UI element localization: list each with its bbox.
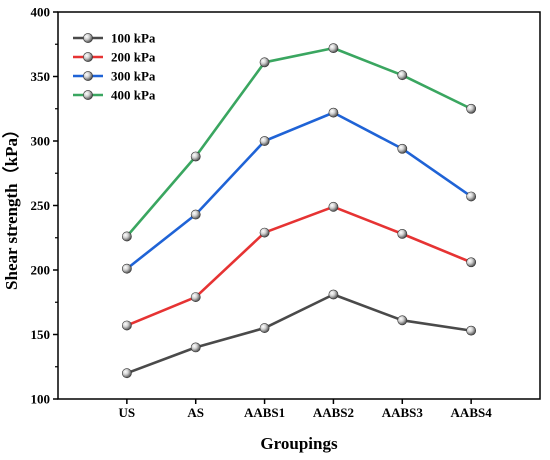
- data-point: [328, 43, 339, 54]
- series-400-kpa: [121, 43, 477, 242]
- legend-label: 200 kPa: [111, 50, 156, 65]
- data-point: [190, 292, 201, 302]
- x-axis-title: Groupings: [260, 434, 338, 453]
- series-line: [126, 293, 472, 375]
- data-point: [121, 231, 132, 242]
- series-100-kpa: [121, 289, 477, 379]
- x-tick-label: AS: [187, 405, 204, 420]
- y-tick-label: 200: [31, 263, 51, 278]
- y-tick-label: 150: [31, 327, 51, 342]
- data-point: [397, 143, 408, 154]
- y-tick-label: 100: [31, 392, 51, 407]
- data-point: [466, 103, 477, 114]
- data-point: [259, 136, 270, 146]
- data-point: [190, 151, 201, 162]
- data-point: [259, 323, 270, 333]
- y-tick-label: 350: [31, 69, 51, 84]
- data-point: [397, 228, 408, 239]
- x-tick-label: AABS2: [313, 405, 354, 420]
- series-line: [125, 46, 472, 238]
- legend-item: 400 kPa: [73, 88, 156, 103]
- data-point: [121, 263, 132, 274]
- legend-swatch-marker: [83, 33, 93, 43]
- data-point: [466, 191, 477, 202]
- y-tick-label: 250: [31, 198, 51, 213]
- legend-swatch-marker: [83, 52, 93, 62]
- data-point: [328, 201, 339, 212]
- data-point: [328, 289, 339, 300]
- series-line: [126, 111, 472, 270]
- x-axis-ticks: US AS AABS1 AABS2 AABS3 AABS4: [119, 399, 493, 420]
- legend-swatch-marker: [83, 71, 93, 81]
- y-axis-title: Shear strength（kPa）: [1, 121, 21, 290]
- data-point: [121, 368, 132, 379]
- data-point: [190, 209, 201, 220]
- series-layer: [121, 43, 477, 379]
- x-tick-label: AABS1: [244, 405, 285, 420]
- legend-item: 300 kPa: [73, 69, 156, 84]
- data-point: [259, 57, 270, 68]
- data-point: [397, 70, 408, 81]
- data-point: [190, 342, 201, 353]
- y-tick-label: 300: [31, 134, 51, 149]
- legend: 100 kPa 200 kPa 300 kPa 400 kPa: [73, 31, 156, 103]
- x-tick-label: AABS3: [382, 405, 424, 420]
- legend-item: 100 kPa: [73, 31, 156, 46]
- legend-item: 200 kPa: [73, 50, 156, 65]
- y-tick-label: 400: [31, 5, 51, 20]
- y-axis-ticks: 100 150 200 250 300 350 400: [31, 5, 58, 407]
- data-point: [328, 107, 339, 118]
- data-point: [466, 325, 477, 336]
- x-tick-label: US: [119, 405, 136, 420]
- data-point: [397, 315, 408, 326]
- legend-swatch-marker: [83, 90, 93, 100]
- x-tick-label: AABS4: [451, 405, 493, 420]
- series-300-kpa: [121, 107, 477, 274]
- legend-label: 100 kPa: [111, 31, 156, 46]
- legend-label: 300 kPa: [111, 69, 156, 84]
- data-point: [259, 227, 270, 238]
- data-point: [466, 257, 477, 268]
- legend-label: 400 kPa: [111, 88, 156, 103]
- series-200-kpa: [121, 201, 477, 331]
- data-point: [121, 320, 132, 331]
- series-line: [126, 205, 472, 327]
